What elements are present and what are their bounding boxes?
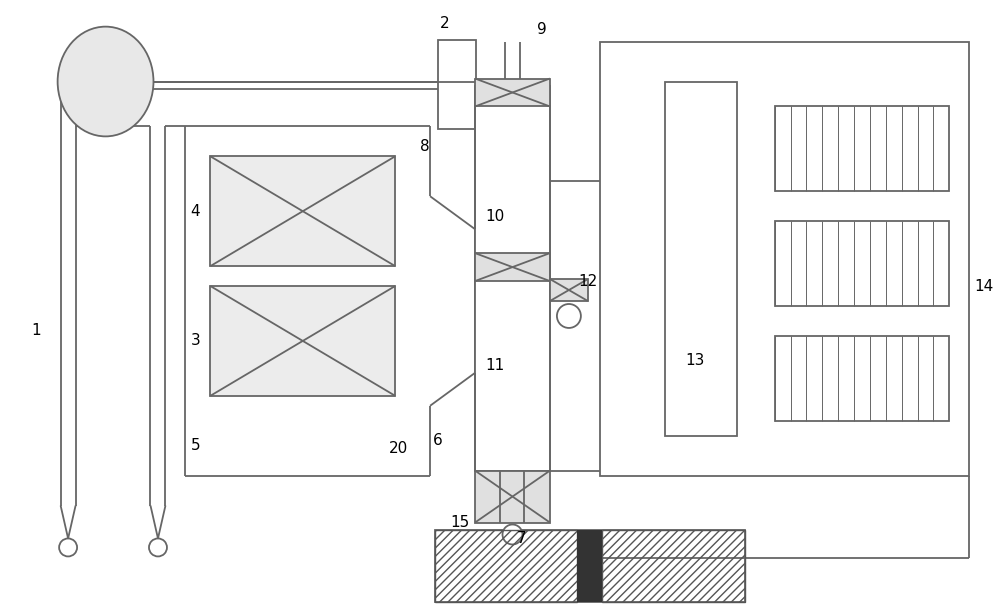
Circle shape xyxy=(59,538,77,557)
Bar xyxy=(886,221,893,306)
Bar xyxy=(806,221,814,306)
Bar xyxy=(475,79,550,106)
Bar xyxy=(775,106,782,191)
Bar xyxy=(918,336,925,421)
Bar xyxy=(918,221,925,306)
Bar xyxy=(791,336,798,421)
Bar xyxy=(822,106,829,191)
Text: 3: 3 xyxy=(191,334,200,348)
Text: 5: 5 xyxy=(191,438,200,453)
Bar xyxy=(210,156,395,266)
Circle shape xyxy=(502,524,522,544)
Bar xyxy=(550,279,588,301)
Bar xyxy=(822,221,829,306)
Text: 8: 8 xyxy=(420,139,430,154)
Bar xyxy=(435,530,745,602)
Text: 9: 9 xyxy=(537,22,547,37)
Bar xyxy=(838,336,845,421)
Bar xyxy=(886,106,893,191)
Bar xyxy=(902,106,909,191)
Bar xyxy=(665,81,737,436)
Bar xyxy=(838,221,845,306)
Bar xyxy=(435,530,577,602)
Bar xyxy=(775,336,949,421)
Bar xyxy=(775,106,949,191)
Text: 14: 14 xyxy=(975,279,994,293)
Bar xyxy=(210,286,395,396)
Bar xyxy=(602,530,745,602)
Bar xyxy=(822,336,829,421)
Text: 1: 1 xyxy=(31,323,40,338)
Text: 4: 4 xyxy=(191,203,200,219)
Bar xyxy=(902,336,909,421)
Bar xyxy=(854,221,861,306)
Bar xyxy=(577,530,602,602)
Bar xyxy=(933,106,941,191)
Text: 2: 2 xyxy=(440,16,450,31)
Bar xyxy=(933,336,941,421)
Bar xyxy=(918,106,925,191)
Text: 15: 15 xyxy=(450,515,470,530)
Bar xyxy=(854,106,861,191)
Bar xyxy=(791,106,798,191)
Bar xyxy=(775,221,949,306)
Bar xyxy=(775,336,782,421)
Bar xyxy=(870,336,877,421)
Text: 13: 13 xyxy=(685,353,704,368)
Text: 12: 12 xyxy=(578,274,598,288)
Bar xyxy=(870,221,877,306)
Bar xyxy=(475,253,550,281)
Bar xyxy=(902,221,909,306)
Bar xyxy=(806,106,814,191)
Bar xyxy=(438,40,476,130)
Text: 11: 11 xyxy=(485,359,505,373)
Circle shape xyxy=(557,304,581,328)
Bar xyxy=(806,336,814,421)
Text: 20: 20 xyxy=(389,441,408,456)
Bar xyxy=(933,221,941,306)
Text: 6: 6 xyxy=(433,433,443,448)
Ellipse shape xyxy=(58,27,153,136)
Bar xyxy=(775,221,782,306)
Bar xyxy=(475,87,550,470)
Text: 10: 10 xyxy=(485,209,505,224)
Bar xyxy=(791,221,798,306)
Text: 7: 7 xyxy=(517,531,527,546)
Bar xyxy=(600,42,969,475)
Bar xyxy=(854,336,861,421)
Bar xyxy=(838,106,845,191)
Bar xyxy=(475,470,550,522)
Bar xyxy=(870,106,877,191)
Bar xyxy=(886,336,893,421)
Circle shape xyxy=(149,538,167,557)
